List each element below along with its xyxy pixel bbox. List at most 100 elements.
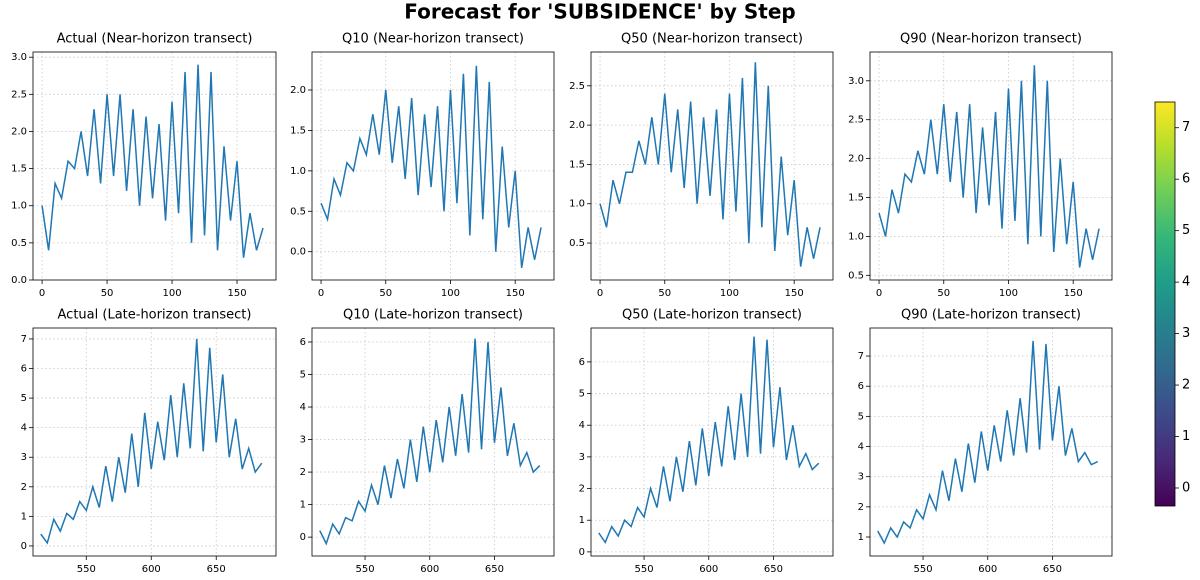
x-tick-label: 150 xyxy=(227,288,246,299)
y-tick-label: 1 xyxy=(21,511,27,522)
y-tick-label: 2.5 xyxy=(848,115,864,126)
colorbar-tick-label: 2 xyxy=(1182,378,1190,393)
x-tick-label: 50 xyxy=(937,288,950,299)
colorbar-tick-label: 4 xyxy=(1182,275,1190,290)
y-tick-label: 3 xyxy=(300,435,306,446)
subplot-title: Q10 (Near-horizon transect) xyxy=(342,32,524,47)
x-tick-label: 50 xyxy=(379,288,392,299)
y-tick-label: 5 xyxy=(21,393,27,404)
y-tick-label: 2.0 xyxy=(848,154,864,165)
x-tick-label: 650 xyxy=(485,564,504,575)
y-tick-label: 6 xyxy=(300,337,306,348)
y-tick-label: 7 xyxy=(21,334,27,345)
y-tick-label: 7 xyxy=(858,351,864,362)
data-line xyxy=(877,340,1099,545)
y-tick-label: 6 xyxy=(579,357,585,368)
y-tick-label: 1.5 xyxy=(569,159,585,170)
y-tick-label: 2.5 xyxy=(569,81,585,92)
y-tick-label: 1.5 xyxy=(290,125,306,136)
data-line xyxy=(598,336,820,544)
x-tick-label: 550 xyxy=(77,564,96,575)
y-tick-label: 1 xyxy=(300,500,306,511)
x-tick-label: 550 xyxy=(914,564,933,575)
y-tick-label: 2.0 xyxy=(11,126,27,137)
y-tick-label: 5 xyxy=(858,411,864,422)
subplot: Q10 (Near-horizon transect) 0 50 100 150 0.0 0… xyxy=(290,32,555,299)
x-tick-label: 650 xyxy=(207,564,226,575)
y-tick-label: 0 xyxy=(300,532,306,543)
y-tick-label: 0.0 xyxy=(11,275,27,286)
x-tick-label: 550 xyxy=(635,564,654,575)
y-tick-label: 2 xyxy=(300,467,306,478)
x-tick-label: 600 xyxy=(420,564,439,575)
subplot-title: Actual (Near-horizon transect) xyxy=(57,32,253,47)
y-tick-label: 1.5 xyxy=(11,164,27,175)
subplot-title: Q50 (Near-horizon transect) xyxy=(621,32,803,47)
x-tick-label: 600 xyxy=(978,564,997,575)
y-tick-label: 2 xyxy=(21,482,27,493)
x-tick-label: 550 xyxy=(356,564,375,575)
y-tick-label: 6 xyxy=(858,381,864,392)
y-tick-label: 3 xyxy=(579,452,585,463)
x-tick-label: 650 xyxy=(1043,564,1062,575)
figure-title: Forecast for 'SUBSIDENCE' by Step xyxy=(404,0,796,24)
x-tick-label: 0 xyxy=(597,288,603,299)
y-tick-label: 0.0 xyxy=(290,247,306,258)
y-tick-label: 4 xyxy=(579,420,585,431)
y-tick-label: 6 xyxy=(21,364,27,375)
axes-frame xyxy=(869,327,1113,557)
data-line xyxy=(319,338,541,546)
y-tick-label: 3 xyxy=(858,472,864,483)
axes-frame xyxy=(590,327,834,557)
y-tick-label: 4 xyxy=(300,402,306,413)
y-tick-label: 0 xyxy=(579,547,585,558)
colorbar-tick-label: 0 xyxy=(1182,480,1190,495)
y-tick-label: 1.0 xyxy=(848,231,864,242)
subplot: Q50 (Late-horizon transect) 550 600 650 0 1 2 3… xyxy=(579,308,834,575)
x-tick-label: 0 xyxy=(39,288,45,299)
colorbar-tick-label: 1 xyxy=(1182,429,1190,444)
y-tick-label: 0.5 xyxy=(569,238,585,249)
x-tick-label: 600 xyxy=(699,564,718,575)
colorbar-tick-label: 6 xyxy=(1182,172,1190,187)
x-tick-label: 0 xyxy=(318,288,324,299)
y-tick-label: 2.0 xyxy=(569,120,585,131)
data-line xyxy=(878,65,1100,268)
colorbar-tick-label: 3 xyxy=(1182,326,1190,341)
subplot: Q50 (Near-horizon transect) 0 50 100 150 0.5 1… xyxy=(569,32,834,299)
y-tick-label: 3.0 xyxy=(848,76,864,87)
y-tick-label: 2.0 xyxy=(290,85,306,96)
subplot-title: Q50 (Late-horizon transect) xyxy=(622,308,802,323)
x-tick-label: 650 xyxy=(764,564,783,575)
data-line xyxy=(40,338,263,545)
subplot: Actual (Near-horizon transect) 0 50 100 150 0… xyxy=(11,32,277,299)
x-tick-label: 100 xyxy=(999,288,1018,299)
y-tick-label: 1.0 xyxy=(290,166,306,177)
y-tick-label: 1.5 xyxy=(848,193,864,204)
axes-frame xyxy=(590,51,834,281)
colorbar-tick-label: 7 xyxy=(1182,120,1190,135)
x-tick-label: 100 xyxy=(162,288,181,299)
x-tick-label: 0 xyxy=(876,288,882,299)
axes-frame xyxy=(311,327,555,557)
axes-frame xyxy=(32,327,277,557)
x-tick-label: 100 xyxy=(720,288,739,299)
subplot: Actual (Late-horizon transect) 550 600 650 0… xyxy=(21,308,277,575)
x-tick-label: 50 xyxy=(658,288,671,299)
y-tick-label: 2 xyxy=(858,502,864,513)
y-tick-label: 1 xyxy=(579,515,585,526)
y-tick-label: 0.5 xyxy=(11,238,27,249)
subplot: Q10 (Late-horizon transect) 550 600 650 0 1 2 3… xyxy=(300,308,555,575)
x-tick-label: 150 xyxy=(506,288,525,299)
axes-frame xyxy=(311,51,555,281)
data-line xyxy=(599,62,821,267)
subplot-title: Q10 (Late-horizon transect) xyxy=(343,308,523,323)
y-tick-label: 0 xyxy=(21,541,27,552)
y-tick-label: 3 xyxy=(21,452,27,463)
y-tick-label: 3.0 xyxy=(11,52,27,63)
axes-frame xyxy=(32,51,277,281)
y-tick-label: 2.5 xyxy=(11,89,27,100)
y-tick-label: 0.5 xyxy=(848,270,864,281)
y-tick-label: 4 xyxy=(21,423,27,434)
